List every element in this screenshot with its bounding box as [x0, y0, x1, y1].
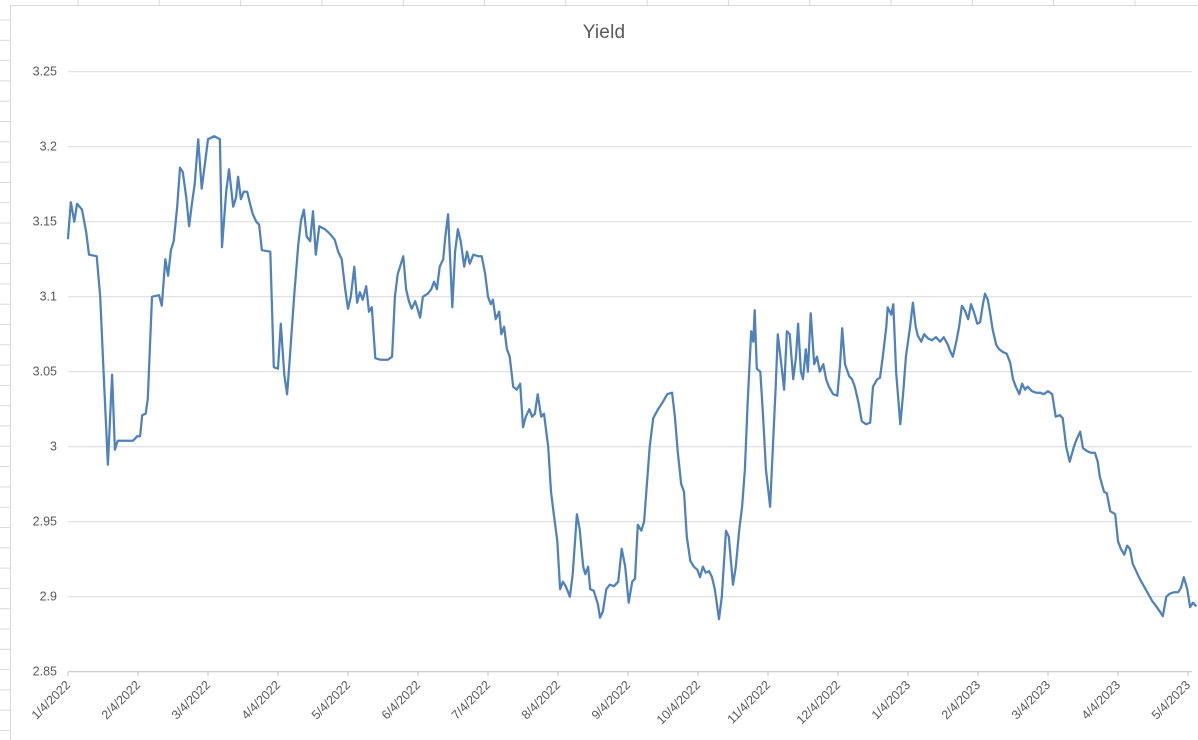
- y-tick-label: 3.1: [40, 290, 57, 304]
- y-tick-label: 3.15: [33, 215, 57, 229]
- x-tick-label: 2/4/2022: [99, 678, 143, 722]
- x-tick-label: 1/4/2023: [869, 678, 913, 722]
- x-tick-label: 7/4/2022: [449, 678, 493, 722]
- x-tick-label: 3/4/2022: [169, 678, 213, 722]
- y-tick-label: 3: [50, 440, 57, 454]
- y-tick-label: 2.85: [33, 665, 57, 679]
- x-tick-label: 5/4/2022: [309, 678, 353, 722]
- x-tick-label: 10/4/2022: [654, 678, 703, 727]
- y-tick-label: 3.2: [40, 140, 57, 154]
- yield-series-line[interactable]: [66, 135, 1197, 621]
- x-tick-label: 12/4/2022: [794, 678, 843, 727]
- x-tick-label: 11/4/2022: [725, 678, 774, 727]
- x-tick-label: 4/4/2023: [1079, 678, 1123, 722]
- x-tick-label: 4/4/2022: [239, 678, 283, 722]
- x-tick-label: 2/4/2023: [939, 678, 983, 722]
- y-tick-label: 3.05: [33, 365, 57, 379]
- x-tick-label: 5/4/2023: [1149, 678, 1193, 722]
- chart-title[interactable]: Yield: [582, 22, 626, 43]
- x-tick-label: 3/4/2023: [1009, 678, 1053, 722]
- y-tick-label: 2.9: [40, 590, 57, 604]
- y-tick-label: 2.95: [33, 515, 57, 529]
- x-tick-label: 9/4/2022: [589, 678, 633, 722]
- y-tick-label: 3.25: [33, 65, 57, 79]
- x-tick-label: 6/4/2022: [379, 678, 423, 722]
- x-tick-label: 1/4/2022: [29, 678, 73, 722]
- chart-area[interactable]: [10, 5, 1198, 740]
- x-tick-label: 8/4/2022: [519, 678, 563, 722]
